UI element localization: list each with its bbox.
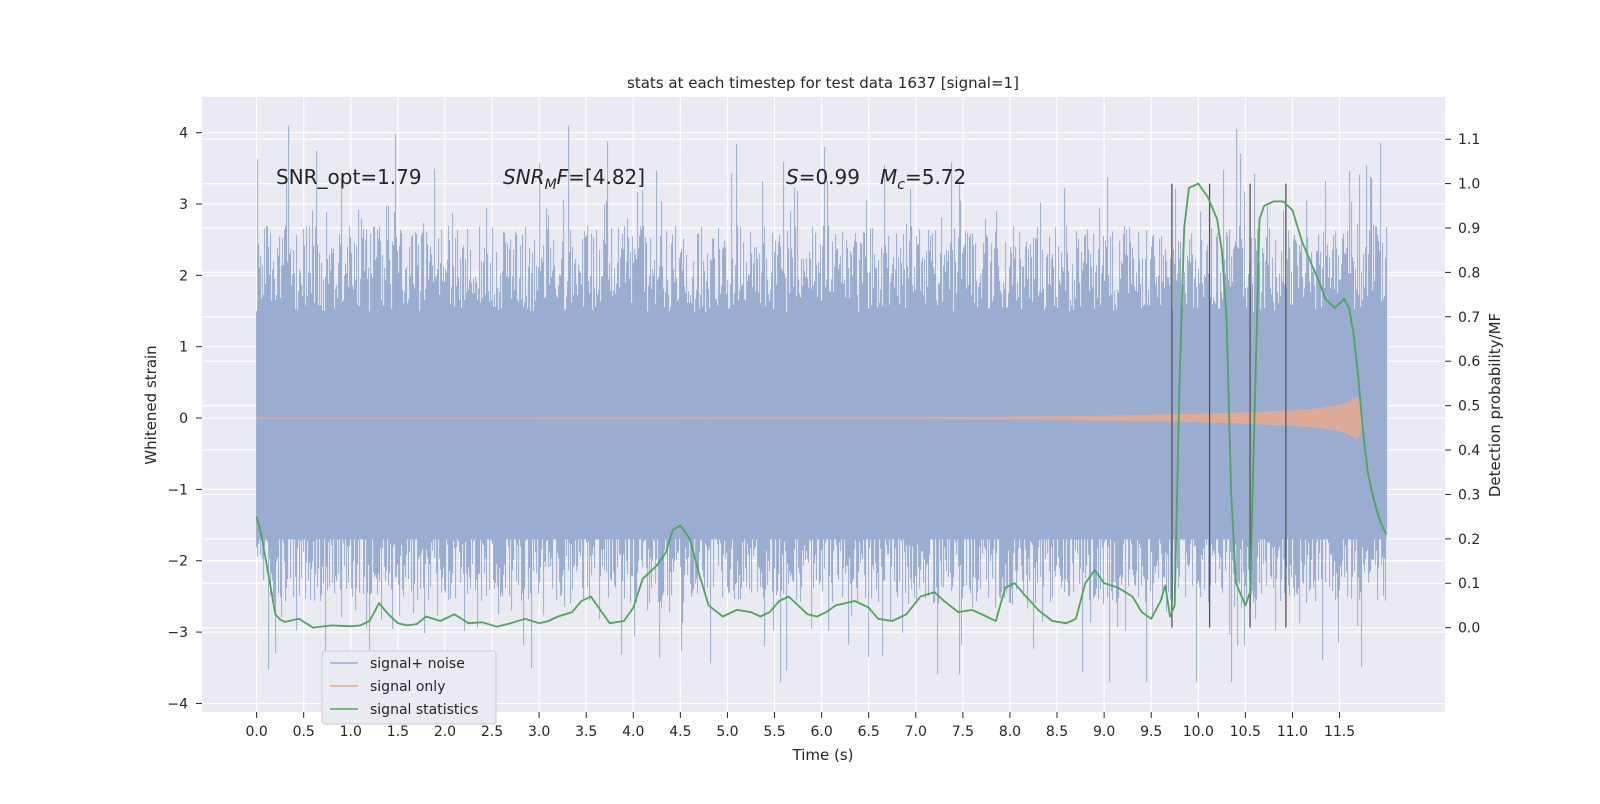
x-tick-label: 10.0	[1183, 724, 1214, 740]
x-tick-label: 0.5	[293, 724, 315, 740]
legend-label-signal-only: signal only	[370, 679, 445, 695]
x-tick-label: 11.0	[1277, 724, 1308, 740]
x-tick-label: 2.0	[434, 724, 456, 740]
s-value: =0.99	[799, 165, 860, 189]
x-tick-label: 4.0	[622, 724, 644, 740]
s-label: S	[786, 165, 799, 189]
x-tick-label: 4.5	[669, 724, 691, 740]
mc-label: M	[880, 165, 897, 189]
legend-box	[321, 650, 497, 725]
right-y-tick-label: 0.5	[1458, 399, 1480, 415]
x-tick-label: 8.5	[1046, 724, 1068, 740]
left-y-tick-label: −4	[167, 696, 188, 712]
right-y-tick-label: 0.6	[1458, 354, 1480, 370]
left-y-tick-label: 4	[179, 126, 188, 142]
x-tick-label: 9.0	[1093, 724, 1115, 740]
legend-label-signal-statistics: signal statistics	[370, 702, 478, 718]
x-tick-label: 3.0	[528, 724, 550, 740]
right-y-tick-label: 0.9	[1458, 221, 1480, 237]
x-axis-ticks: 0.0 0.5 1.0 1.5 2.0 2.5 3.0 3.5 4.0 4.5 5.0 5.5 6.0 6…	[245, 712, 1355, 740]
right-y-tick-label: 1.1	[1458, 132, 1480, 148]
right-y-tick-label: 0.3	[1458, 487, 1480, 503]
right-y-tick-label: 0.8	[1458, 265, 1480, 281]
left-y-axis-label: Whitened strain	[142, 345, 160, 464]
snr-mf-rest: =[4.82]	[568, 165, 645, 189]
legend: signal+ noise signal only signal statist…	[321, 650, 497, 725]
x-tick-label: 6.0	[810, 724, 832, 740]
right-y-tick-label: 0.4	[1458, 443, 1480, 459]
annotation-mc: Mc=5.72	[880, 165, 966, 193]
x-tick-label: 3.5	[575, 724, 597, 740]
left-y-tick-label: 3	[179, 197, 188, 213]
x-axis-label: Time (s)	[792, 746, 854, 764]
left-y-tick-label: −3	[167, 625, 188, 641]
snr-mf-base: SNR	[503, 165, 545, 189]
x-tick-label: 7.5	[952, 724, 974, 740]
right-y-tick-label: 0.1	[1458, 576, 1480, 592]
vertical-markers	[1171, 183, 1287, 628]
mc-value: =5.72	[905, 165, 966, 189]
right-y-axis-label: Detection probability/MF	[1486, 313, 1504, 497]
left-y-tick-label: −2	[167, 554, 188, 570]
x-tick-label: 1.0	[340, 724, 362, 740]
snr-mf-rest-italic: F	[557, 165, 569, 189]
x-tick-label: 6.5	[858, 724, 880, 740]
left-y-tick-label: 1	[179, 340, 188, 356]
x-tick-label: 9.5	[1140, 724, 1162, 740]
x-tick-label: 0.0	[245, 724, 267, 740]
x-tick-label: 5.0	[716, 724, 738, 740]
annotation-snr-opt: SNR_opt=1.79	[276, 165, 422, 189]
left-y-axis-ticks: 4 3 2 1 0 −1 −2 −3 −4	[167, 126, 202, 712]
x-tick-label: 5.5	[763, 724, 785, 740]
right-y-tick-label: 1.0	[1458, 177, 1480, 193]
left-y-tick-label: −1	[167, 482, 188, 498]
right-y-tick-label: 0.0	[1458, 621, 1480, 637]
snr-mf-sub: M	[545, 177, 557, 193]
x-tick-label: 7.0	[905, 724, 927, 740]
series-signal-statistics	[255, 182, 1388, 629]
x-tick-label: 1.5	[387, 724, 409, 740]
x-tick-label: 11.5	[1324, 724, 1355, 740]
mc-sub: c	[897, 177, 905, 193]
x-tick-label: 2.5	[481, 724, 503, 740]
signal-statistics-line	[255, 182, 1388, 629]
right-y-tick-label: 0.7	[1458, 310, 1480, 326]
right-y-tick-label: 0.2	[1458, 532, 1480, 548]
x-tick-label: 8.0	[999, 724, 1021, 740]
left-y-tick-label: 0	[179, 411, 188, 427]
left-y-tick-label: 2	[179, 268, 188, 284]
series-signal-noise	[256, 125, 1388, 682]
noise-trace	[256, 125, 1388, 682]
legend-label-signal-noise: signal+ noise	[370, 656, 465, 672]
x-tick-label: 10.5	[1230, 724, 1261, 740]
chart-title: stats at each timestep for test data 163…	[627, 74, 1019, 92]
annotation-s: S=0.99	[786, 165, 860, 189]
annotation-snr-mf: SNRMF=[4.82]	[503, 165, 645, 193]
right-y-axis-ticks: 1.1 1.0 0.9 0.8 0.7 0.6 0.5 0.4 0.3 0.2 0.1 0.0	[1445, 132, 1480, 637]
